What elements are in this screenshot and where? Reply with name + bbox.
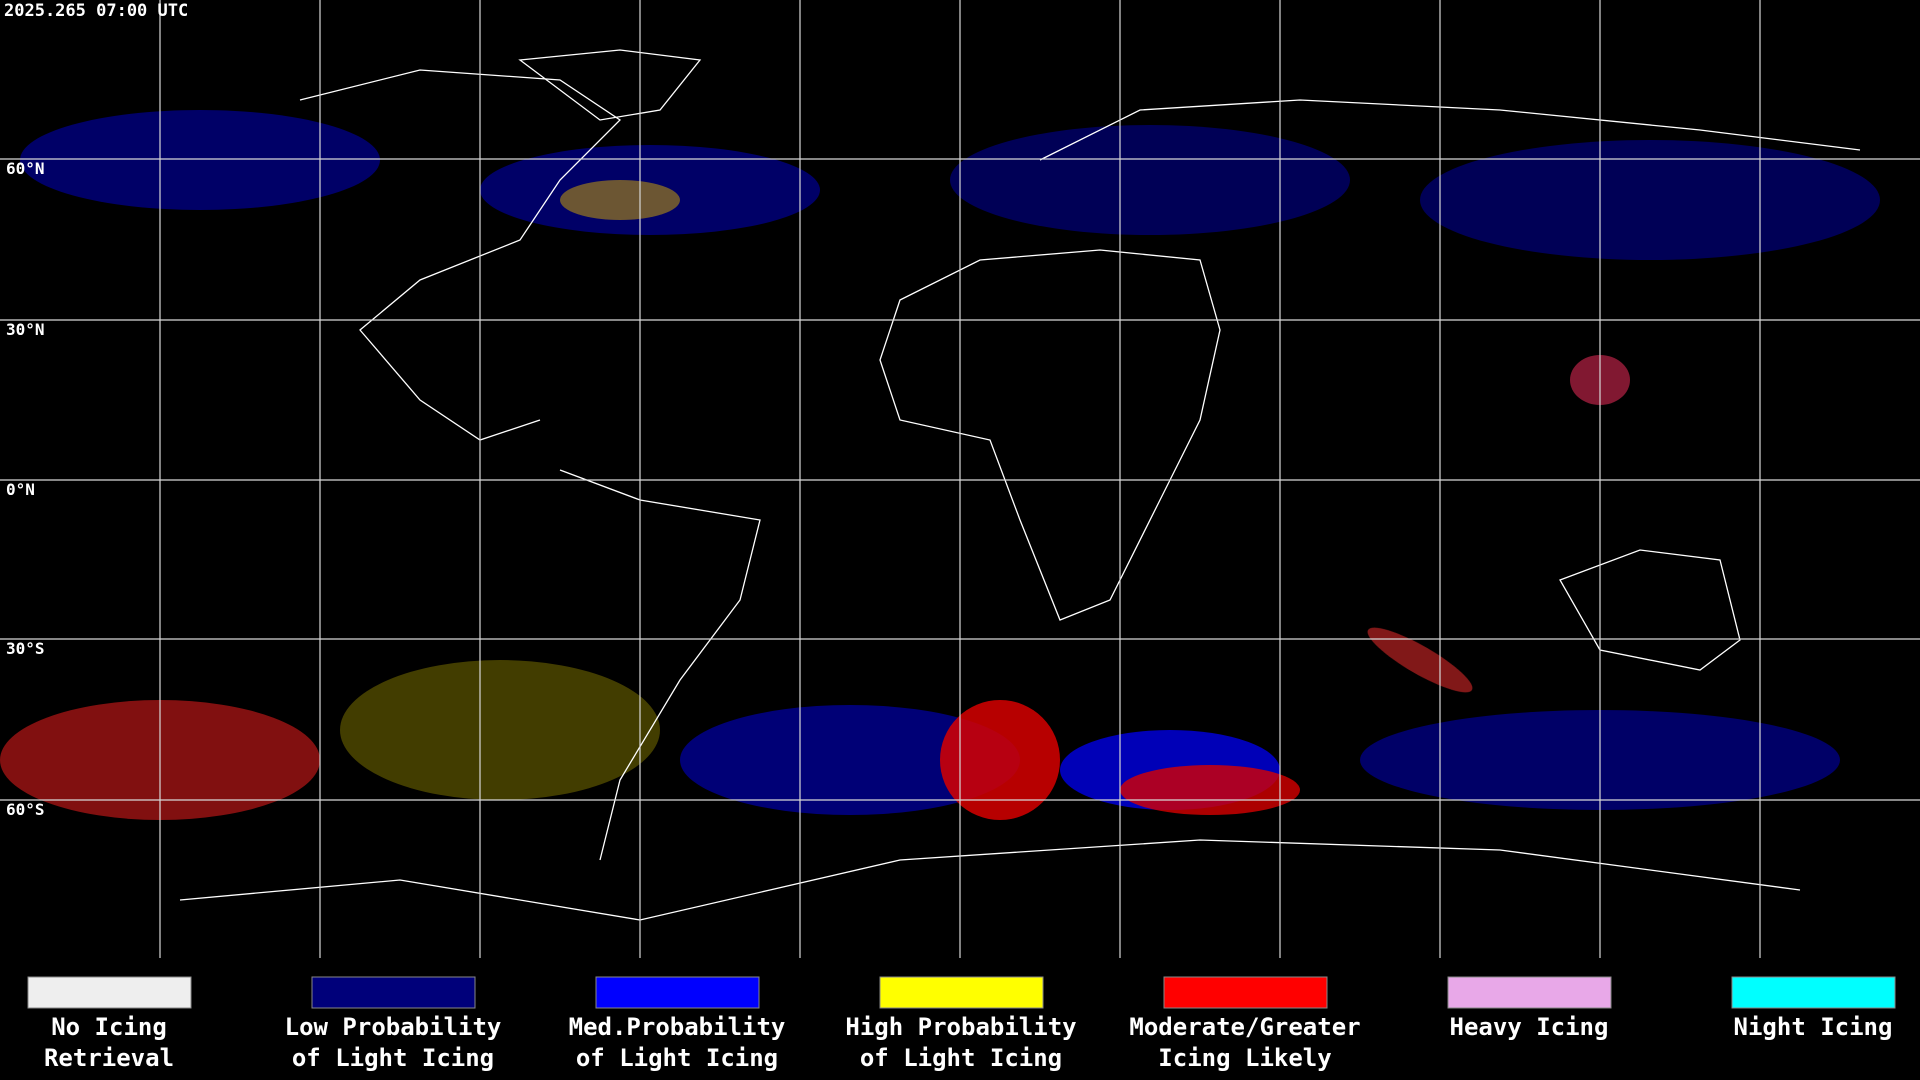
icing-area (20, 110, 380, 210)
icing-area (1420, 140, 1880, 260)
legend-label: Night Icing (1734, 1013, 1893, 1041)
latitude-label: 60°S (6, 800, 45, 819)
latitude-labels: 60°N 30°N 0°N 30°S 60°S (6, 159, 45, 819)
legend-label: Med.Probability (569, 1013, 786, 1041)
icing-area (340, 660, 660, 800)
legend-label: Retrieval (44, 1044, 174, 1072)
coastline (299, 69, 622, 441)
legend-label: Moderate/Greater (1129, 1013, 1360, 1041)
legend-label: No Icing (51, 1013, 167, 1041)
icing-area (480, 145, 820, 235)
legend-label: Icing Likely (1158, 1044, 1331, 1072)
legend-swatch (1163, 976, 1328, 1009)
graticule (0, 0, 1920, 958)
latitude-label: 30°N (6, 320, 45, 339)
latitude-label: 30°S (6, 639, 45, 658)
coastline (879, 249, 1221, 621)
legend-swatch (595, 976, 760, 1009)
legend-label: Low Probability (285, 1013, 502, 1041)
icing-area (680, 705, 1020, 815)
icing-area (1367, 627, 1473, 693)
legend-swatch (311, 976, 476, 1009)
legend-swatch (27, 976, 192, 1009)
legend-label: of Light Icing (576, 1044, 778, 1072)
icing-area (950, 125, 1350, 235)
timestamp: 2025.265 07:00 UTC (4, 1, 188, 21)
icing-area (560, 180, 680, 220)
legend: No Icing Retrieval Low Probability of Light… (27, 976, 1896, 1072)
legend-label: of Light Icing (292, 1044, 494, 1072)
legend-swatch (879, 976, 1044, 1009)
legend-label: High Probability (845, 1013, 1076, 1041)
legend-swatch (1447, 976, 1612, 1009)
latitude-label: 60°N (6, 159, 45, 178)
icing-areas (0, 110, 1880, 820)
icing-area (1120, 765, 1300, 815)
legend-swatch (1731, 976, 1896, 1009)
coastline (179, 839, 1801, 921)
legend-label: Heavy Icing (1450, 1013, 1609, 1041)
coastline (1039, 99, 1861, 161)
coastline (518, 49, 702, 121)
icing-area (940, 700, 1060, 820)
legend-label: of Light Icing (860, 1044, 1062, 1072)
latitude-label: 0°N (6, 480, 35, 499)
